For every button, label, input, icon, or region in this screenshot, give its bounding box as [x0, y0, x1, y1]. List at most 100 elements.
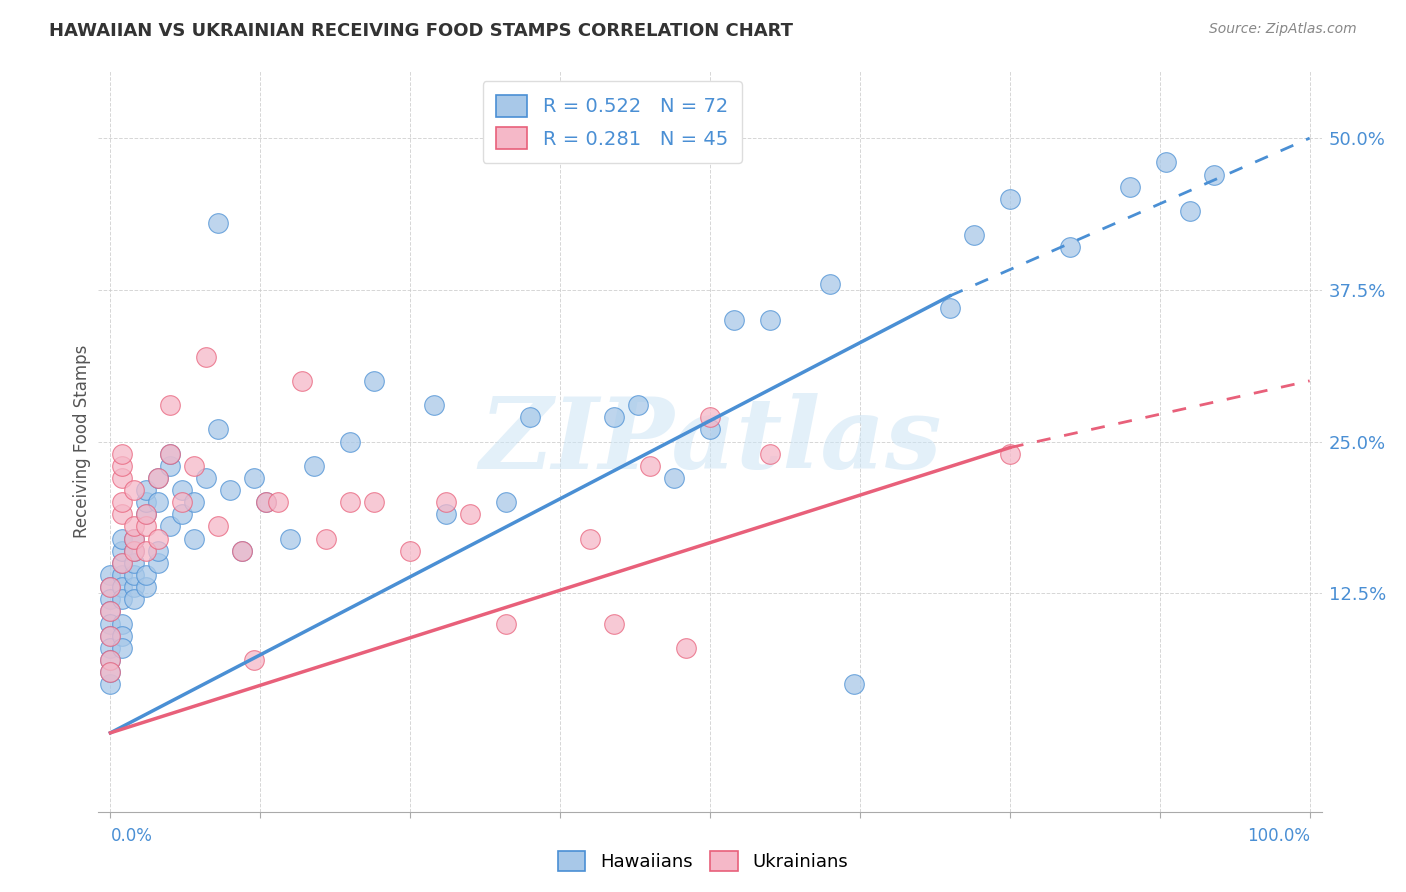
- Point: [998, 447, 1021, 461]
- Point: [111, 640, 134, 655]
- Y-axis label: Receiving Food Stamps: Receiving Food Stamps: [73, 345, 91, 538]
- Point: [495, 495, 517, 509]
- Point: [135, 508, 157, 522]
- Point: [627, 398, 650, 412]
- Text: Source: ZipAtlas.com: Source: ZipAtlas.com: [1209, 22, 1357, 37]
- Point: [243, 653, 266, 667]
- Point: [675, 640, 697, 655]
- Point: [111, 568, 134, 582]
- Point: [219, 483, 242, 497]
- Point: [662, 471, 685, 485]
- Point: [100, 640, 122, 655]
- Point: [124, 580, 146, 594]
- Point: [818, 277, 841, 291]
- Point: [1178, 203, 1201, 218]
- Point: [124, 592, 146, 607]
- Point: [159, 519, 181, 533]
- Point: [434, 495, 457, 509]
- Point: [495, 616, 517, 631]
- Point: [1059, 240, 1081, 254]
- Point: [278, 532, 301, 546]
- Point: [111, 580, 134, 594]
- Point: [172, 483, 194, 497]
- Point: [842, 677, 865, 691]
- Point: [579, 532, 602, 546]
- Point: [135, 568, 157, 582]
- Point: [148, 532, 170, 546]
- Point: [291, 374, 314, 388]
- Point: [100, 568, 122, 582]
- Point: [135, 580, 157, 594]
- Point: [195, 471, 218, 485]
- Point: [254, 495, 277, 509]
- Point: [304, 458, 326, 473]
- Point: [148, 471, 170, 485]
- Point: [159, 447, 181, 461]
- Point: [723, 313, 745, 327]
- Point: [111, 556, 134, 570]
- Point: [124, 556, 146, 570]
- Point: [399, 543, 422, 558]
- Point: [207, 216, 229, 230]
- Point: [111, 543, 134, 558]
- Point: [195, 350, 218, 364]
- Point: [100, 629, 122, 643]
- Point: [423, 398, 446, 412]
- Point: [100, 677, 122, 691]
- Point: [124, 568, 146, 582]
- Point: [124, 543, 146, 558]
- Point: [603, 616, 626, 631]
- Point: [699, 422, 721, 436]
- Point: [363, 374, 385, 388]
- Point: [135, 519, 157, 533]
- Legend: R = 0.522   N = 72, R = 0.281   N = 45: R = 0.522 N = 72, R = 0.281 N = 45: [482, 81, 742, 163]
- Point: [135, 495, 157, 509]
- Point: [458, 508, 481, 522]
- Point: [111, 616, 134, 631]
- Point: [231, 543, 253, 558]
- Point: [100, 592, 122, 607]
- Point: [183, 532, 205, 546]
- Point: [100, 653, 122, 667]
- Point: [603, 410, 626, 425]
- Point: [159, 458, 181, 473]
- Text: 100.0%: 100.0%: [1247, 828, 1309, 846]
- Point: [148, 543, 170, 558]
- Point: [1119, 179, 1142, 194]
- Point: [759, 447, 782, 461]
- Point: [207, 422, 229, 436]
- Point: [111, 629, 134, 643]
- Point: [111, 458, 134, 473]
- Point: [100, 604, 122, 618]
- Point: [159, 398, 181, 412]
- Point: [100, 580, 122, 594]
- Point: [183, 495, 205, 509]
- Point: [519, 410, 541, 425]
- Point: [111, 508, 134, 522]
- Point: [243, 471, 266, 485]
- Point: [111, 556, 134, 570]
- Point: [100, 665, 122, 680]
- Point: [172, 495, 194, 509]
- Point: [100, 629, 122, 643]
- Point: [100, 580, 122, 594]
- Point: [159, 447, 181, 461]
- Point: [135, 508, 157, 522]
- Point: [148, 495, 170, 509]
- Text: HAWAIIAN VS UKRAINIAN RECEIVING FOOD STAMPS CORRELATION CHART: HAWAIIAN VS UKRAINIAN RECEIVING FOOD STA…: [49, 22, 793, 40]
- Point: [998, 192, 1021, 206]
- Point: [339, 434, 361, 449]
- Point: [254, 495, 277, 509]
- Legend: Hawaiians, Ukrainians: Hawaiians, Ukrainians: [551, 844, 855, 879]
- Text: 0.0%: 0.0%: [111, 828, 152, 846]
- Point: [148, 556, 170, 570]
- Point: [231, 543, 253, 558]
- Point: [315, 532, 337, 546]
- Point: [124, 532, 146, 546]
- Point: [339, 495, 361, 509]
- Point: [111, 532, 134, 546]
- Point: [100, 604, 122, 618]
- Point: [111, 495, 134, 509]
- Point: [699, 410, 721, 425]
- Point: [100, 616, 122, 631]
